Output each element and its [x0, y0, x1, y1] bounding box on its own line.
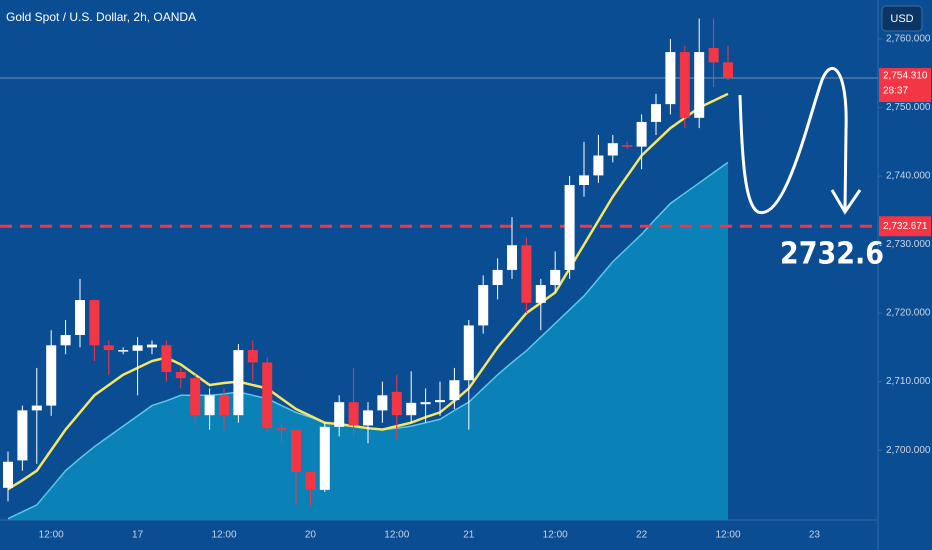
- candle-body: [507, 245, 517, 270]
- candle-body: [262, 362, 273, 429]
- x-tick-label: 20: [305, 530, 317, 541]
- price-label-box: [879, 68, 931, 103]
- candle-body: [204, 395, 215, 416]
- candle-body: [190, 378, 201, 416]
- countdown-label: 28:37: [883, 86, 908, 97]
- level-label: 2,732.671: [883, 221, 928, 232]
- candle-body: [492, 269, 503, 286]
- candle-body: [391, 391, 402, 416]
- candle-body: [449, 380, 460, 401]
- candle-body: [3, 461, 13, 488]
- candle-body: [233, 350, 244, 416]
- y-tick-label: 2,710.000: [886, 376, 931, 387]
- currency-label[interactable]: USD: [890, 13, 913, 25]
- candle-body: [118, 350, 129, 352]
- x-tick-label: 17: [132, 530, 144, 541]
- drawn-arrow: [738, 67, 848, 214]
- y-tick-label: 2,700.000: [886, 445, 931, 456]
- candle-body: [46, 345, 57, 406]
- candle-body: [103, 345, 114, 351]
- x-tick-label: 12:00: [715, 530, 740, 541]
- y-tick-label: 2,740.000: [886, 171, 931, 182]
- candle-body: [161, 345, 172, 373]
- candle-body: [363, 410, 373, 426]
- candle-body: [175, 372, 186, 379]
- x-tick-label: 22: [636, 530, 648, 541]
- candle-body: [420, 402, 431, 405]
- candle-body: [694, 52, 705, 118]
- candle-body: [89, 300, 100, 346]
- y-tick-label: 2,720.000: [886, 308, 931, 319]
- candle-body: [132, 345, 143, 351]
- candle-body: [305, 472, 316, 490]
- plot-area: [0, 18, 878, 521]
- candle-body: [550, 269, 561, 286]
- candle-body: [291, 430, 301, 473]
- candle-body: [579, 175, 589, 185]
- x-tick-label: 12:00: [211, 530, 236, 541]
- x-tick-label: 21: [463, 530, 475, 541]
- candle-body: [622, 145, 633, 147]
- candle-body: [406, 402, 417, 416]
- candle-body: [708, 47, 719, 63]
- candle-body: [247, 350, 258, 363]
- candle-body: [319, 426, 330, 490]
- candle-body: [679, 52, 690, 118]
- candle-body: [219, 395, 229, 416]
- candle-body: [334, 402, 345, 427]
- level-label-box: [879, 216, 931, 237]
- candle-body: [60, 335, 71, 346]
- candle-body: [665, 52, 676, 105]
- candle-body: [535, 285, 546, 303]
- candle-body: [75, 300, 85, 336]
- candle-body: [31, 405, 42, 411]
- arrow-head: [830, 189, 862, 215]
- candle-body: [651, 104, 661, 122]
- candle-body: [564, 184, 575, 270]
- x-tick-label: 12:00: [39, 530, 64, 541]
- candle-body: [593, 155, 604, 176]
- candle-body: [276, 428, 287, 431]
- price-label: 2,754.310: [883, 71, 928, 82]
- candle-body: [478, 285, 489, 326]
- area: [8, 162, 728, 521]
- candle-body: [636, 121, 647, 147]
- chart-title: Gold Spot / U.S. Dollar, 2h, OANDA: [6, 10, 196, 24]
- x-tick-label: 23: [809, 530, 821, 541]
- candle-body: [607, 143, 618, 156]
- y-tick-label: 2,750.000: [886, 102, 931, 113]
- currency-button[interactable]: [881, 5, 923, 32]
- candle-body: [17, 410, 28, 461]
- candle-body: [723, 62, 733, 79]
- candle-body: [521, 245, 532, 303]
- y-tick-label: 2,760.000: [886, 34, 931, 45]
- candle-body: [348, 402, 359, 426]
- candle-body: [463, 325, 474, 381]
- x-tick-label: 12:00: [543, 530, 568, 541]
- candle-body: [435, 400, 445, 403]
- candle-body: [147, 344, 157, 348]
- x-tick-label: 12:00: [384, 530, 409, 541]
- annotation: 2732.6: [780, 237, 884, 272]
- candle-body: [377, 395, 388, 411]
- y-tick-label: 2,730.000: [886, 239, 931, 250]
